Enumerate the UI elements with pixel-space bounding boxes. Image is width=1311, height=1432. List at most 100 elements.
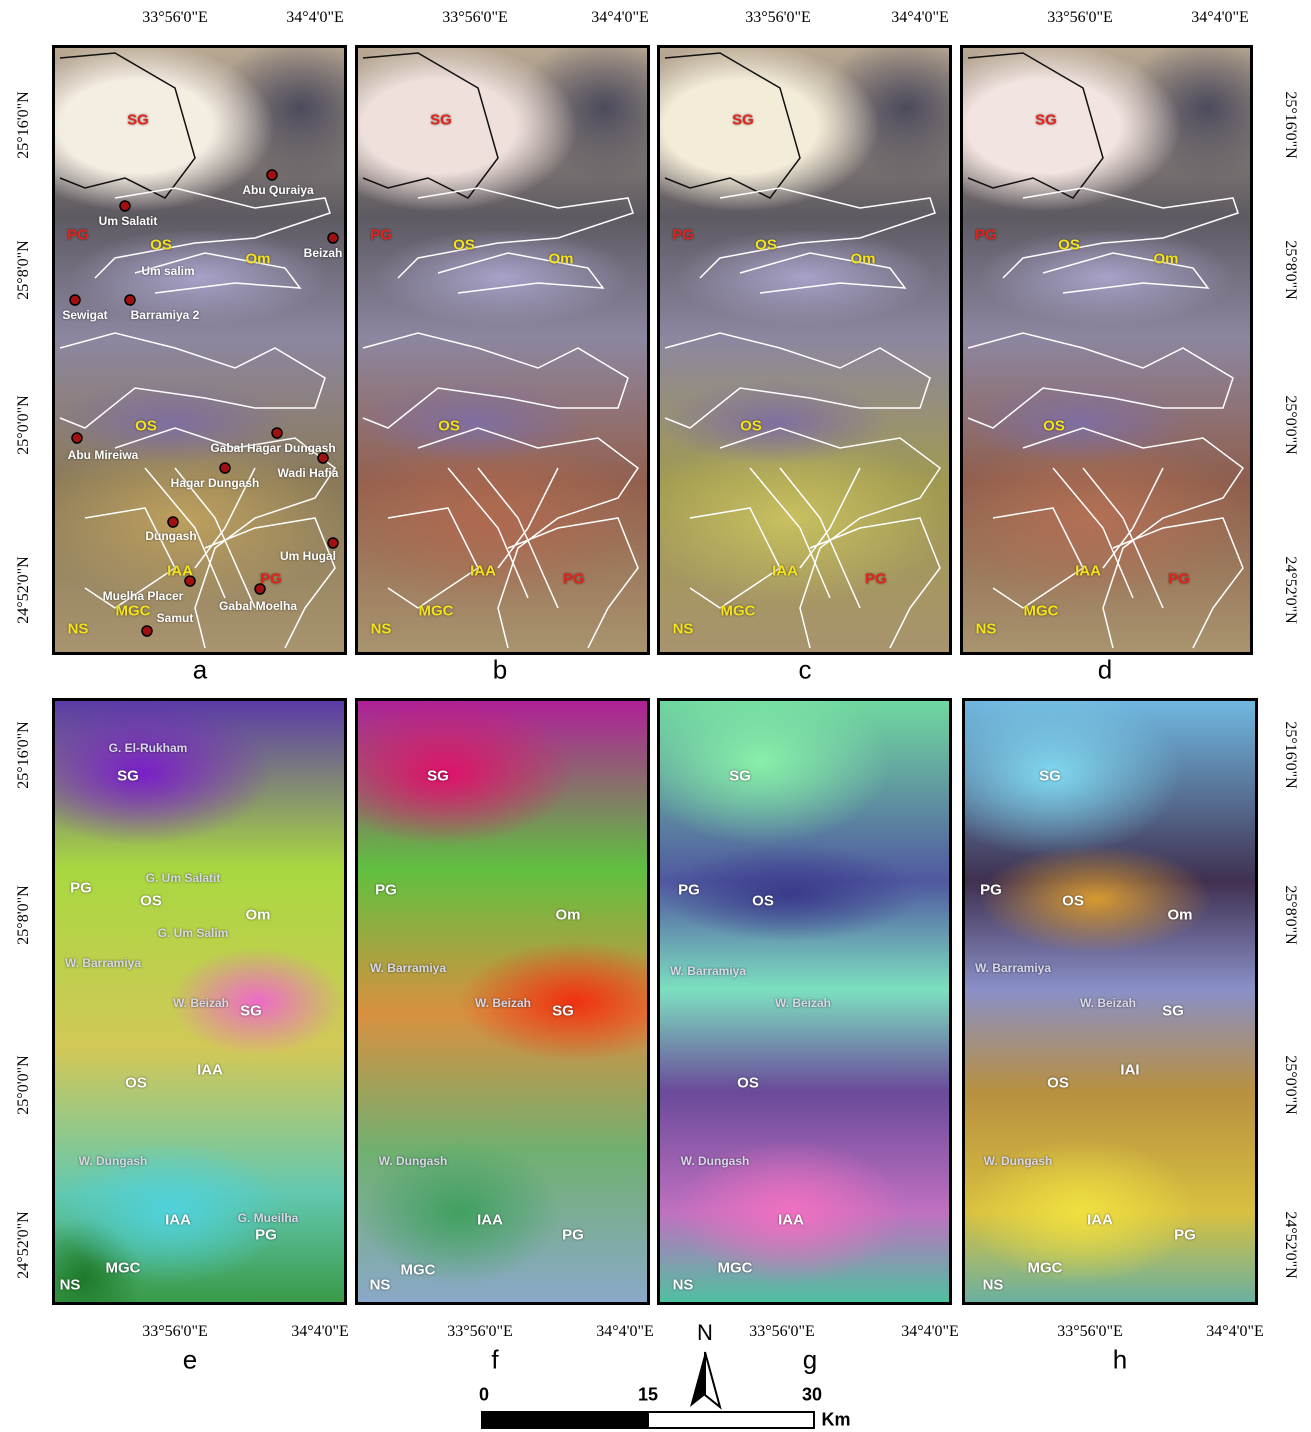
longitude-label: 34°4'0"E	[1206, 1323, 1264, 1341]
map-label: PG	[1174, 1227, 1196, 1244]
map-label: OS	[150, 237, 172, 254]
panel-letter: h	[1113, 1345, 1127, 1376]
map-overlay	[358, 48, 650, 655]
panel-letter: d	[1098, 655, 1112, 686]
map-label: PG	[865, 571, 887, 588]
map-label: Om	[850, 251, 875, 268]
map-label: OS	[752, 893, 774, 910]
unit-boundary	[968, 333, 1233, 428]
map-label: OS	[1047, 1075, 1069, 1092]
map-label: PG	[563, 571, 585, 588]
map-label: OS	[125, 1075, 147, 1092]
longitude-label: 33°56'0"E	[142, 1323, 208, 1341]
site-marker	[120, 201, 130, 211]
latitude-label: 24°52'0"N	[15, 1211, 33, 1278]
map-label: PG	[375, 882, 397, 899]
unit-boundary	[398, 188, 633, 278]
map-label: Dungash	[145, 529, 196, 543]
map-label: W. Dungash	[79, 1154, 148, 1168]
map-label: W. Beizah	[475, 996, 531, 1010]
north-arrow-left	[690, 1352, 705, 1407]
map-label: NS	[370, 1277, 391, 1294]
map-label: Muelha Placer	[103, 589, 184, 603]
map-label: OS	[737, 1075, 759, 1092]
longitude-label: 33°56'0"E	[1047, 9, 1113, 27]
map-label: OS	[755, 237, 777, 254]
map-label: NS	[68, 621, 89, 638]
map-label: Um salim	[141, 264, 194, 278]
map-label: IAA	[165, 1212, 191, 1229]
map-label: Hagar Dungash	[171, 476, 260, 490]
latitude-label: 25°8'0"N	[1281, 885, 1299, 944]
unit-boundary	[60, 333, 325, 428]
map-label: G. Mueilha	[238, 1211, 299, 1225]
map-label: SG	[1162, 1003, 1184, 1020]
map-label: MGC	[116, 603, 151, 620]
map-label: Barramiya 2	[131, 308, 200, 322]
north-label: N	[697, 1320, 713, 1346]
scale-unit: Km	[821, 1410, 850, 1431]
latitude-label: 25°16'0"N	[1281, 721, 1299, 788]
panel-letter: b	[493, 655, 507, 686]
map-label: IAA	[470, 563, 496, 580]
latitude-label: 25°0'0"N	[15, 395, 33, 454]
map-label: Beizah	[304, 246, 343, 260]
map-label: W. Barramiya	[65, 956, 141, 970]
map-label: IAA	[778, 1212, 804, 1229]
map-label: NS	[983, 1277, 1004, 1294]
map-label: OS	[1062, 893, 1084, 910]
panel-letter: f	[491, 1345, 498, 1376]
map-label: Um Hugal	[280, 549, 336, 563]
scale-tick-label: 30	[802, 1385, 822, 1406]
map-label: NS	[673, 621, 694, 638]
map-label: W. Barramiya	[670, 964, 746, 978]
map-label: MGC	[419, 603, 454, 620]
latitude-label: 25°16'0"N	[1281, 91, 1299, 158]
map-label: MGC	[1024, 603, 1059, 620]
map-label: W. Beizah	[1080, 996, 1136, 1010]
unit-boundary	[665, 333, 930, 428]
map-label: W. Dungash	[379, 1154, 448, 1168]
map-label: IAA	[1075, 563, 1101, 580]
site-marker	[267, 170, 277, 180]
map-overlay	[55, 48, 347, 655]
map-label: G. El-Rukham	[109, 741, 188, 755]
map-label: PG	[260, 571, 282, 588]
site-marker	[272, 428, 282, 438]
unit-boundary	[363, 333, 628, 428]
map-label: SG	[240, 1003, 262, 1020]
map-label: MGC	[401, 1262, 436, 1279]
map-label: W. Beizah	[775, 996, 831, 1010]
map-label: SG	[117, 768, 139, 785]
site-marker	[125, 295, 135, 305]
latitude-label: 24°52'0"N	[1281, 556, 1299, 623]
site-marker	[70, 295, 80, 305]
latitude-label: 25°0'0"N	[1281, 1055, 1299, 1114]
longitude-label: 33°56'0"E	[1057, 1323, 1123, 1341]
map-label: Om	[245, 907, 270, 924]
map-label: NS	[976, 621, 997, 638]
site-marker	[220, 463, 230, 473]
longitude-label: 34°4'0"E	[901, 1323, 959, 1341]
map-label: Om	[245, 251, 270, 268]
map-overlay	[963, 48, 1253, 655]
panel-letter: e	[183, 1345, 197, 1376]
longitude-label: 33°56'0"E	[447, 1323, 513, 1341]
map-panel: SGPGOSOmOSIAAPGMGCNS	[960, 45, 1253, 655]
unit-boundary	[993, 508, 1083, 608]
unit-boundary	[740, 253, 905, 293]
map-label: SG	[427, 768, 449, 785]
map-label: SG	[732, 112, 754, 129]
latitude-label: 25°16'0"N	[15, 721, 33, 788]
map-label: PG	[975, 227, 997, 244]
map-overlay	[660, 48, 952, 655]
map-label: OS	[140, 893, 162, 910]
map-label: Om	[548, 251, 573, 268]
map-label: W. Barramiya	[370, 961, 446, 975]
unit-boundary	[700, 188, 935, 278]
map-label: IAA	[167, 563, 193, 580]
map-label: SG	[430, 112, 452, 129]
map-panel: SGPGOSOmW. BarramiyaW. BeizahSGOSIAIW. D…	[962, 698, 1258, 1305]
